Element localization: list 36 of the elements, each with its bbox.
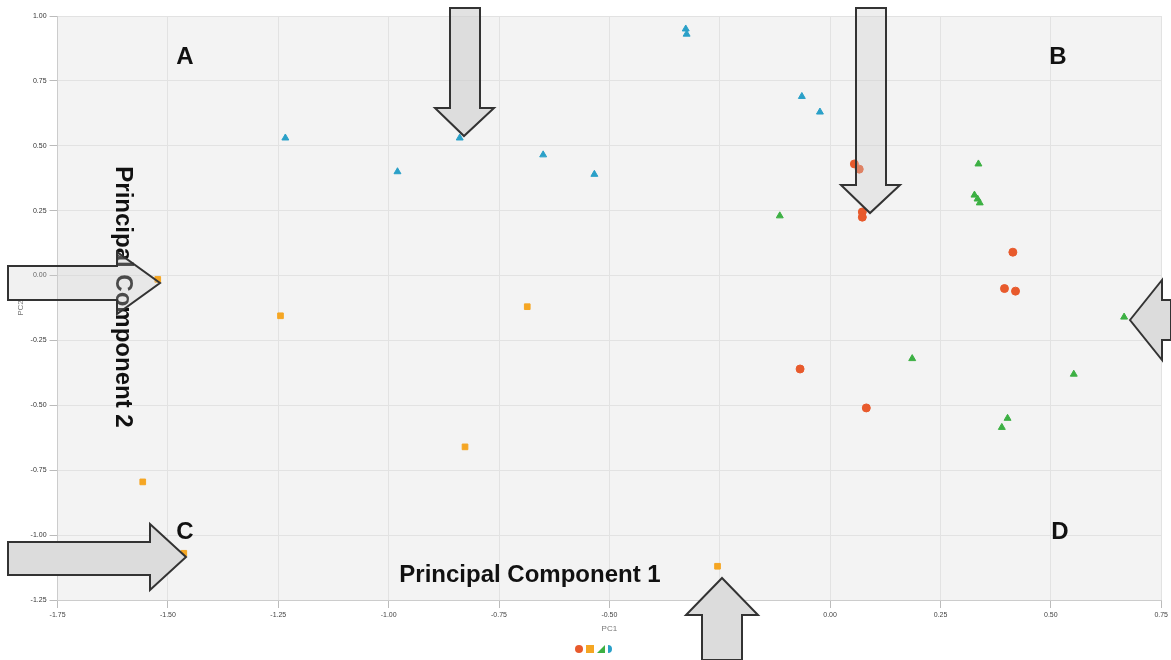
point bbox=[139, 478, 147, 486]
point bbox=[795, 364, 805, 374]
point bbox=[455, 133, 464, 141]
point bbox=[797, 91, 806, 99]
point bbox=[849, 159, 859, 169]
point bbox=[975, 198, 984, 206]
point bbox=[714, 562, 721, 570]
point bbox=[999, 284, 1009, 294]
point bbox=[1069, 369, 1078, 377]
point bbox=[523, 303, 531, 311]
point bbox=[154, 276, 162, 283]
point bbox=[461, 443, 469, 451]
point bbox=[861, 403, 871, 413]
annotation: C bbox=[176, 516, 194, 544]
point bbox=[1008, 247, 1018, 257]
point bbox=[1011, 286, 1021, 296]
x-axis-title: PC1 bbox=[601, 624, 618, 634]
point bbox=[539, 150, 548, 158]
point bbox=[815, 107, 824, 115]
point bbox=[277, 312, 284, 320]
point bbox=[974, 159, 983, 167]
point bbox=[1120, 312, 1129, 320]
annotation: Principal Component 2 bbox=[111, 166, 139, 428]
point bbox=[908, 354, 917, 362]
point bbox=[1003, 413, 1012, 421]
y-axis-title: PC2 bbox=[16, 299, 25, 316]
annotation: Principal Component 1 bbox=[399, 559, 661, 587]
point bbox=[997, 422, 1006, 430]
point bbox=[775, 211, 784, 219]
annotation: D bbox=[1051, 516, 1069, 544]
point bbox=[854, 164, 864, 174]
annotation: B bbox=[1049, 41, 1067, 69]
point bbox=[590, 169, 599, 177]
annotation: A bbox=[176, 41, 194, 69]
point bbox=[393, 167, 402, 175]
point bbox=[281, 133, 290, 141]
